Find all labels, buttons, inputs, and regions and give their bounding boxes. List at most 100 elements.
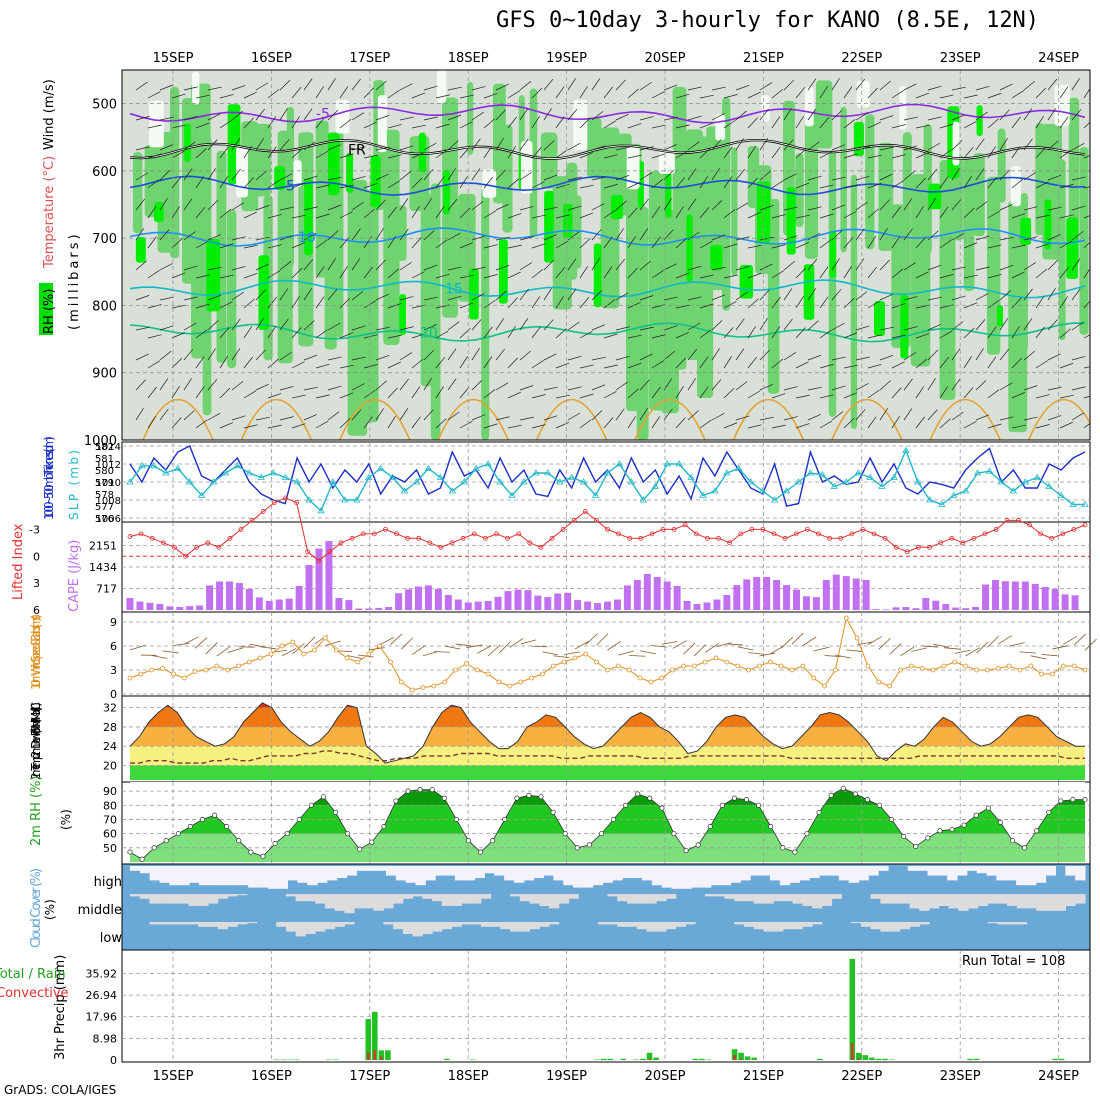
- li-marker: [838, 535, 844, 541]
- rh-moist-patch: [574, 195, 582, 269]
- precip-total-bar: [620, 1058, 627, 1060]
- wind-barb: [519, 236, 534, 241]
- wind-barb: [483, 244, 498, 249]
- wind-barb: [735, 265, 750, 271]
- wind-barb: [1059, 394, 1074, 399]
- wind-barb: [567, 109, 578, 121]
- wind-barb: [759, 205, 774, 211]
- wind-barb: [387, 180, 401, 189]
- cloud-gap: [307, 866, 318, 886]
- cloud-gap: [425, 866, 436, 881]
- wind-barb: [387, 206, 397, 219]
- wind-barb: [879, 326, 894, 331]
- wind-barb: [1071, 355, 1086, 361]
- wind-barb: [963, 242, 978, 249]
- cloud-gap: [1035, 866, 1047, 883]
- rh2m-area: [130, 782, 1085, 862]
- wind-barb: [483, 274, 498, 279]
- wind10m-barb: [520, 639, 537, 645]
- li-marker: [416, 535, 422, 541]
- wind-barb: [267, 116, 277, 129]
- wind10m-marker: [941, 663, 947, 669]
- wind-barb: [975, 111, 988, 121]
- cloud-gap: [315, 922, 326, 932]
- li-marker: [649, 531, 655, 537]
- slp-tick-label: 1010: [96, 478, 121, 489]
- wind-barb: [519, 171, 532, 181]
- wind-barb: [591, 203, 605, 211]
- date-label-top: 19SEP: [546, 51, 587, 66]
- cloud-gap: [484, 866, 495, 874]
- wind-barb: [1035, 147, 1046, 159]
- cloud-gap: [494, 866, 505, 876]
- date-label-top: 18SEP: [448, 51, 489, 66]
- cape-bar: [852, 578, 860, 610]
- li-marker: [971, 535, 977, 541]
- wind-barb: [891, 387, 902, 399]
- wind10m-tick-label: 3: [110, 664, 117, 677]
- chart-title: GFS 0~10day 3-hourly for KANO (8.5E, 12N…: [496, 8, 1040, 33]
- wind10m-barb: [867, 636, 882, 645]
- cape-bar: [405, 589, 413, 610]
- wind-barb: [843, 266, 852, 279]
- slp-marker: [794, 478, 803, 485]
- wind-barb: [315, 239, 328, 249]
- wind-barb: [1011, 326, 1020, 339]
- wind-barb: [1023, 262, 1036, 271]
- wind-barb: [783, 235, 798, 241]
- wind-barb: [735, 85, 750, 91]
- wind-barb: [519, 385, 534, 391]
- wind-barb: [375, 293, 389, 301]
- slp-marker: [735, 464, 743, 471]
- wind-barb: [423, 349, 435, 361]
- wind-barb: [291, 242, 306, 249]
- wind-barb: [159, 351, 172, 361]
- wind10m-barb: [672, 640, 687, 649]
- cloud-gap: [929, 894, 940, 909]
- wind10m-marker: [1050, 671, 1055, 677]
- wind-barb: [519, 318, 529, 331]
- wind-barb: [603, 236, 613, 249]
- wind-barb: [639, 198, 649, 211]
- rh-saturated-patch: [1020, 217, 1032, 245]
- wind10m-barb: [932, 643, 949, 648]
- wind-barb: [879, 408, 888, 421]
- wind-barb: [219, 301, 233, 309]
- cloud-gap: [130, 866, 141, 871]
- lifted-index-axis-label: Lifted Index: [11, 523, 26, 600]
- precip-total-bar: [600, 1058, 607, 1060]
- wind10m-barb: [922, 645, 939, 648]
- wind-barb: [1071, 176, 1086, 181]
- wind-barb: [903, 83, 917, 91]
- slp-marker: [436, 473, 445, 480]
- slp-marker: [150, 462, 158, 469]
- wind-barb: [759, 236, 774, 241]
- wind-barb: [951, 378, 961, 391]
- slp-marker: [579, 478, 588, 485]
- wind-barb: [459, 147, 470, 159]
- wind-barb: [891, 236, 901, 249]
- wind-barb: [507, 116, 517, 129]
- wind-barb: [675, 238, 687, 249]
- wind-barb: [867, 363, 882, 369]
- wind-barb: [1023, 206, 1038, 211]
- wind10m-barb: [846, 649, 863, 652]
- cape-bar: [156, 604, 164, 610]
- wind-barb: [519, 206, 534, 211]
- wind-barb: [1047, 78, 1058, 91]
- li-marker: [505, 535, 510, 541]
- wind-barb: [831, 258, 840, 271]
- wind-barb: [771, 393, 786, 399]
- wind-barb: [531, 116, 540, 129]
- cloud-gap: [899, 922, 911, 930]
- wind-barb: [1023, 385, 1038, 391]
- wind-barb: [939, 330, 953, 339]
- rh-tick-label: 50: [103, 842, 117, 855]
- wind-barb: [207, 348, 216, 361]
- wind-barb: [1047, 140, 1059, 151]
- wind-barb: [543, 206, 558, 211]
- wind-barb: [243, 177, 254, 189]
- cloud-gap: [724, 894, 735, 899]
- cloud-gap: [385, 866, 397, 876]
- wind-barb: [399, 408, 409, 421]
